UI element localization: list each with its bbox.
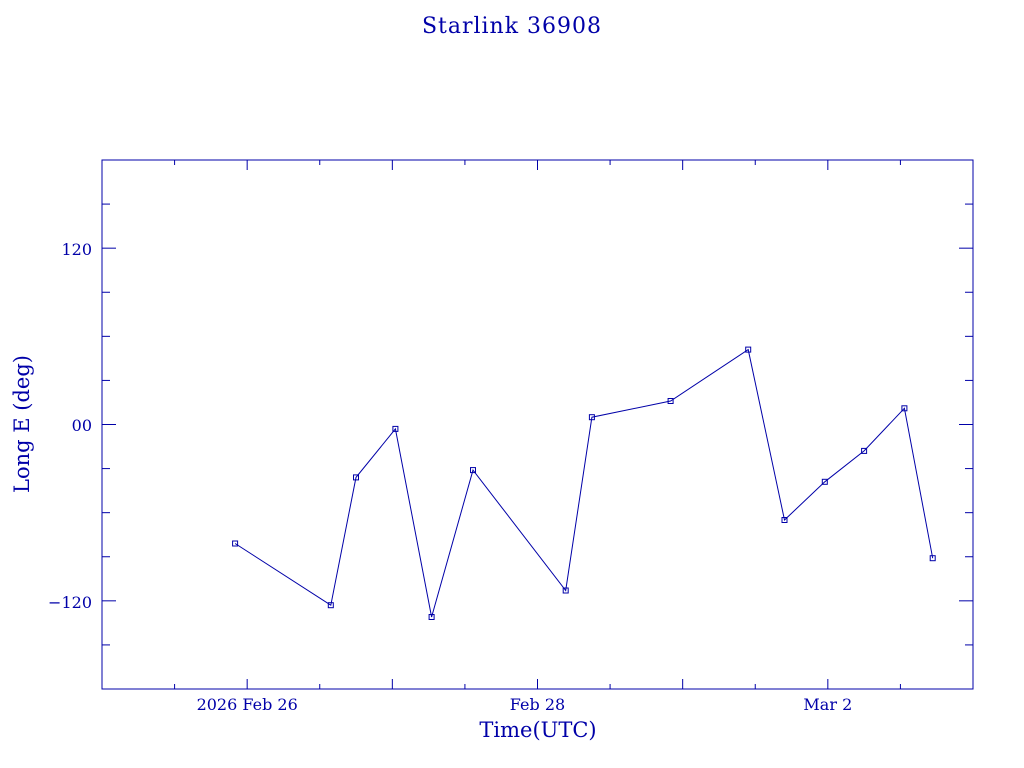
data-point xyxy=(821,478,828,485)
y-ticks xyxy=(102,203,973,646)
data-point xyxy=(562,587,569,594)
plot-frame xyxy=(101,159,974,690)
x-tick-label: 2026 Feb 26 xyxy=(197,695,298,714)
data-point xyxy=(901,405,908,412)
data-point xyxy=(861,447,868,454)
data-point xyxy=(327,602,334,609)
data-point xyxy=(667,398,674,404)
x-tick-label: Mar 2 xyxy=(803,695,852,714)
data-point xyxy=(232,540,239,547)
data-point xyxy=(392,425,399,432)
y-tick-label: 00 xyxy=(72,416,92,435)
y-tick-label: 120 xyxy=(61,240,92,259)
x-ticks xyxy=(101,160,974,689)
series-group xyxy=(232,346,936,620)
x-tick-label: Feb 28 xyxy=(510,695,565,714)
y-axis-label: Long E (deg) xyxy=(10,355,34,493)
x-axis-label: Time(UTC) xyxy=(479,718,597,742)
data-point xyxy=(929,555,936,562)
data-point xyxy=(781,517,788,523)
data-point xyxy=(588,414,595,421)
series-line xyxy=(234,348,934,618)
chart-title: Starlink 36908 xyxy=(421,14,603,39)
data-point xyxy=(353,474,359,481)
y-tick-label: −120 xyxy=(48,593,92,612)
data-point xyxy=(745,346,752,353)
data-point xyxy=(428,614,435,620)
data-point xyxy=(470,467,476,474)
